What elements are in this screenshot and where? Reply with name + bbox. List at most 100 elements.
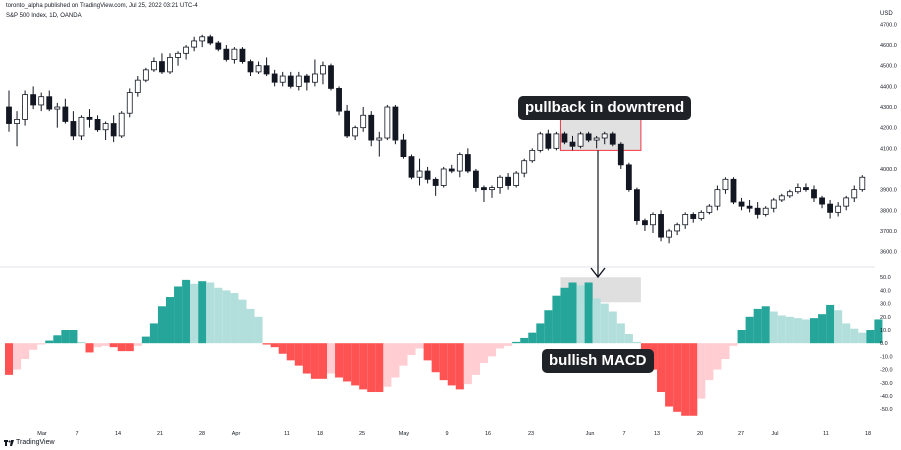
price-tick-label: 4600.0 [880,43,897,49]
candle [110,115,117,143]
time-tick-label: 11 [823,431,829,437]
time-tick-label: 27 [738,431,744,437]
tradingview-logo-icon [4,439,14,446]
candle [593,135,600,149]
histogram-bar [479,343,488,363]
histogram-bar [278,343,287,354]
macd-tick-label: 20.0 [880,315,891,321]
candle [762,206,769,217]
candle-body [601,133,608,139]
candle [754,202,761,219]
histogram-bar [471,343,480,375]
candle [384,104,391,141]
histogram-bar [294,343,303,366]
histogram-bar [238,299,247,344]
candle [207,34,214,46]
candle [400,133,407,159]
histogram-bar [270,343,279,348]
candle-body [86,116,93,120]
candle-body [730,178,737,203]
candle-body [384,106,391,139]
histogram-bar [45,340,54,344]
histogram-bar [359,343,368,390]
candle [126,88,133,118]
histogram-bar [310,343,319,379]
candle [650,212,656,234]
macd-axis: 50.0 40.0 30.0 20.0 10.0 0.0 -10.0 -20.0 -30.0 -4… [880,275,893,413]
candle-body [666,230,672,238]
candle-body [142,69,149,81]
candle [851,185,858,203]
time-tick-label: 13 [654,431,660,437]
candle-body [529,149,536,162]
histogram-bar [157,306,166,344]
histogram-bar [834,310,843,344]
candle-body [400,139,407,157]
candle-body [762,207,769,215]
histogram-bar [439,343,448,381]
candle [658,210,664,242]
candle-body [746,205,753,209]
histogram-bar [407,343,416,356]
candle-body [134,79,141,93]
time-tick-label: Jul [771,431,778,437]
candle-body [167,57,173,73]
price-tick-label: 3900.0 [880,188,897,194]
histogram-bar [214,287,223,344]
histogram-bar [174,286,183,344]
histogram-bar [874,319,883,344]
histogram-bar [53,335,62,344]
candle-body [287,75,294,87]
histogram-bar [182,279,191,344]
candle-body [30,94,37,106]
candle-body [223,48,230,60]
candle [62,98,69,124]
candle-body [110,123,117,137]
candle [464,148,471,174]
candle-body [150,61,157,71]
time-tick-label: 23 [528,431,534,437]
price-tick-label: 4300.0 [880,105,897,111]
candle-body [175,52,181,58]
candle-body [183,46,190,54]
candle [859,175,866,192]
histogram-bar [109,343,118,348]
candle-body [553,133,560,149]
histogram-bar [222,290,231,344]
candle-body [770,199,777,209]
pullback-annotation: pullback in downtrend [518,96,692,120]
candle [561,131,568,145]
candle [577,131,584,149]
histogram-bar [560,287,569,344]
candlestick-series [6,34,866,244]
candle [537,131,544,153]
candle [553,131,560,151]
candle [303,73,310,91]
histogram-bar [705,343,714,381]
histogram-bar [367,343,376,393]
candle-body [497,176,503,188]
candle [505,173,512,190]
candle-body [215,42,222,50]
candle-body [577,133,584,147]
candle-body [481,187,487,191]
macd-tick-label: 40.0 [880,288,891,294]
candle [690,212,697,223]
candle-body [819,197,825,205]
tradingview-brand[interactable]: TradingView [4,439,55,446]
time-tick-label: Mar [37,431,47,437]
histogram-bar [777,315,786,344]
candle-body [344,110,351,137]
histogram-bar [496,343,505,349]
candle [642,218,648,231]
candle-body [408,156,415,178]
candle [827,199,833,219]
arrow-head-icon [590,267,606,279]
histogram-bar [624,333,633,344]
candle-body [859,176,866,191]
candle-body [22,94,29,120]
candle [497,175,503,194]
histogram-bar [246,308,255,344]
histogram-bar [69,330,78,344]
histogram-bar [190,283,199,344]
